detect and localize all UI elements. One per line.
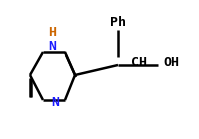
Text: Ph: Ph (110, 16, 126, 28)
Text: N: N (48, 40, 56, 54)
Text: OH: OH (163, 56, 179, 70)
Text: H: H (48, 25, 56, 39)
Text: CH: CH (131, 56, 147, 70)
Text: N: N (51, 95, 59, 109)
